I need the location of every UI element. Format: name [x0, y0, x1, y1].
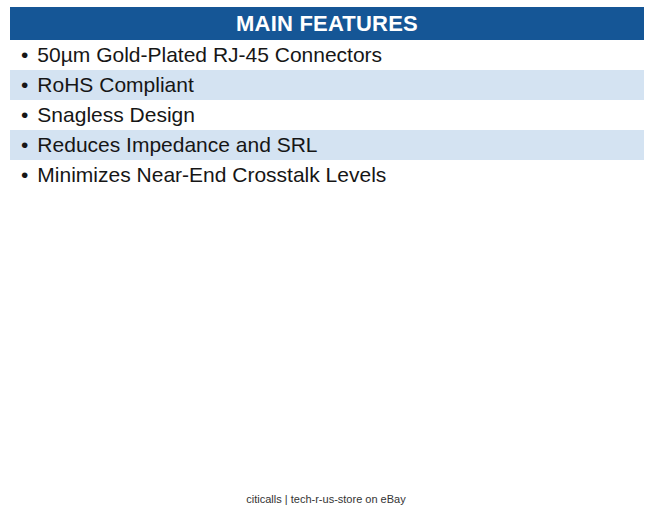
feature-sheet: MAIN FEATURES • 50µm Gold-Plated RJ-45 C… [0, 0, 652, 514]
bullet-icon: • [21, 70, 28, 100]
main-features-header: MAIN FEATURES [10, 7, 644, 40]
bullet-icon: • [21, 130, 28, 160]
bullet-icon: • [21, 160, 28, 190]
feature-label: Reduces Impedance and SRL [37, 133, 317, 157]
feature-label: Snagless Design [37, 103, 195, 127]
feature-list: • 50µm Gold-Plated RJ-45 Connectors • Ro… [10, 40, 644, 190]
bullet-icon: • [21, 40, 28, 70]
page-title: MAIN FEATURES [236, 11, 418, 36]
bullet-icon: • [21, 100, 28, 130]
footer-text: citicalls | tech-r-us-store on eBay [246, 493, 405, 505]
footer-credit: citicalls | tech-r-us-store on eBay [0, 493, 652, 505]
feature-label: 50µm Gold-Plated RJ-45 Connectors [37, 43, 382, 67]
feature-label: RoHS Compliant [37, 73, 193, 97]
feature-item: • Snagless Design [10, 100, 644, 130]
feature-label: Minimizes Near-End Crosstalk Levels [37, 163, 386, 187]
feature-item: • RoHS Compliant [10, 70, 644, 100]
feature-item: • Reduces Impedance and SRL [10, 130, 644, 160]
feature-item: • Minimizes Near-End Crosstalk Levels [10, 160, 644, 190]
feature-item: • 50µm Gold-Plated RJ-45 Connectors [10, 40, 644, 70]
